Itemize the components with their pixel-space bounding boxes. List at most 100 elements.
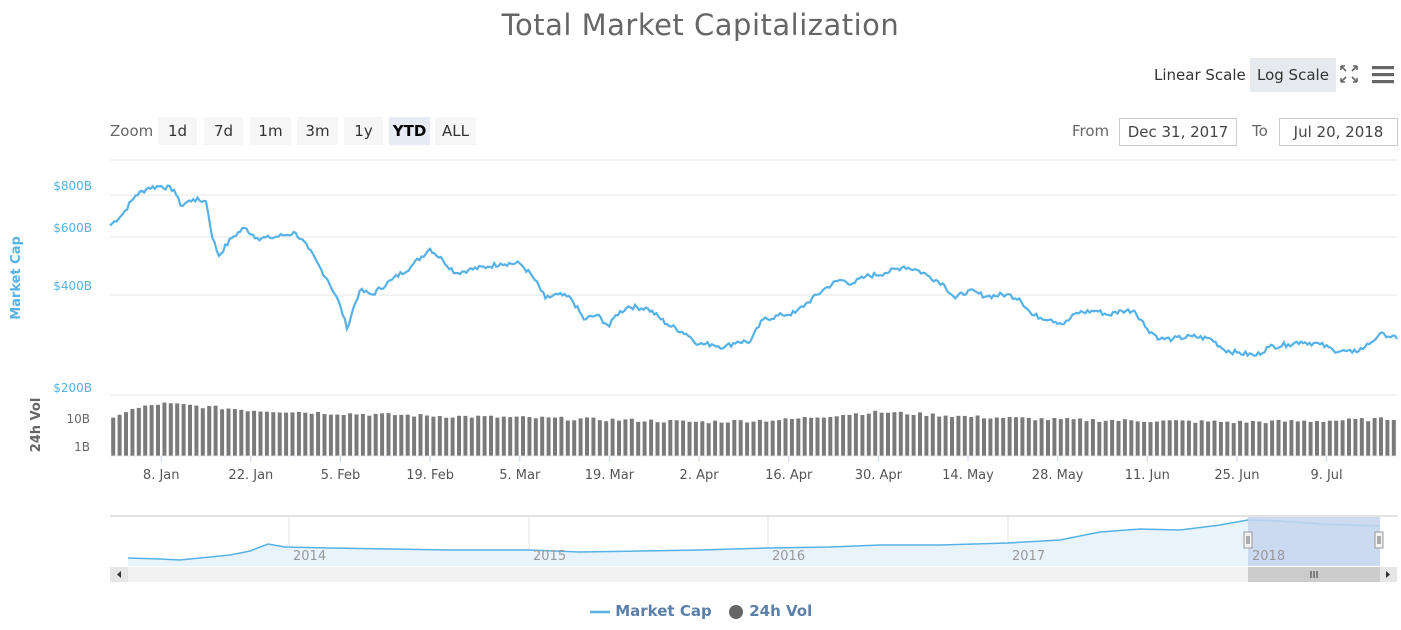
x-tick-label: 5. Mar	[499, 468, 541, 483]
volume-bar	[1346, 417, 1352, 457]
zoom-ytd-button[interactable]: YTD	[389, 117, 430, 145]
volume-bar	[1154, 420, 1160, 457]
volume-bar	[1231, 422, 1237, 457]
volume-bar	[264, 411, 270, 457]
navigator-handle[interactable]	[1374, 531, 1384, 549]
navigator-year-label: 2018	[1252, 549, 1285, 564]
volume-bar	[744, 421, 750, 457]
x-tick-label: 8. Jan	[143, 468, 180, 483]
volume-bar	[392, 414, 398, 457]
volume-bar	[110, 416, 116, 457]
volume-bar	[725, 421, 731, 457]
to-label: To	[1252, 122, 1268, 140]
volume-bar	[898, 411, 904, 457]
volume-bar	[411, 415, 417, 457]
log-scale-button[interactable]: Log Scale	[1250, 58, 1336, 92]
navigator-selection[interactable]	[1248, 517, 1380, 566]
volume-bar	[1160, 419, 1166, 457]
volume-bar	[770, 420, 776, 457]
fullscreen-icon[interactable]	[1338, 63, 1360, 85]
linear-scale-button[interactable]: Linear Scale	[1154, 66, 1246, 84]
volume-bar	[366, 415, 372, 457]
volume-bar	[187, 404, 193, 457]
volume-bar	[1359, 417, 1365, 457]
volume-bar	[1135, 420, 1141, 457]
legend-24h-vol[interactable]: 24h Vol	[728, 602, 812, 620]
volume-bar	[1295, 420, 1301, 457]
volume-bar	[1224, 420, 1230, 457]
volume-bar	[1333, 420, 1339, 457]
zoom-3m-button[interactable]: 3m	[297, 117, 338, 145]
volume-bar	[232, 408, 238, 457]
hamburger-menu-icon[interactable]	[1372, 65, 1394, 85]
volume-bar	[840, 414, 846, 457]
zoom-1y-button[interactable]: 1y	[344, 117, 383, 145]
chart-title: Total Market Capitalization	[501, 8, 900, 42]
volume-bar	[1071, 418, 1077, 457]
y-tick-label: $400B	[53, 279, 92, 293]
volume-bar	[161, 401, 168, 457]
legend-market-cap-label: Market Cap	[615, 602, 712, 620]
scrollbar-thumb[interactable]	[1248, 567, 1380, 582]
zoom-1d-button[interactable]: 1d	[158, 117, 197, 145]
from-label: From	[1072, 122, 1110, 140]
zoom-7d-button[interactable]: 7d	[204, 117, 243, 145]
scrollbar-right-button[interactable]	[1380, 567, 1397, 582]
volume-bar	[1340, 419, 1346, 457]
volume-bar	[1147, 421, 1154, 457]
to-date-input[interactable]: Jul 20, 2018	[1279, 118, 1398, 146]
volume-bar	[1039, 417, 1045, 457]
volume-bar	[1327, 420, 1333, 457]
volume-bar	[904, 413, 910, 457]
volume-bar	[622, 418, 628, 457]
x-tick-label: 28. May	[1032, 468, 1084, 483]
volume-bar	[686, 421, 693, 457]
volume-bar	[353, 413, 360, 457]
volume-bar	[584, 416, 590, 457]
volume-bar	[1128, 419, 1134, 457]
from-date-input[interactable]: Dec 31, 2017	[1119, 118, 1237, 146]
navigator-handle[interactable]	[1243, 531, 1253, 549]
volume-tick-label: 1B	[74, 440, 90, 454]
scrollbar-left-button[interactable]	[110, 567, 128, 582]
volume-bar	[693, 421, 699, 457]
volume-axis-label: 24h Vol	[29, 398, 44, 453]
volume-bar	[219, 408, 225, 457]
y-tick-label: $200B	[53, 381, 92, 395]
volume-bar	[821, 416, 827, 457]
volume-bar	[1352, 418, 1358, 457]
volume-bar	[923, 415, 929, 457]
volume-bar	[1109, 419, 1115, 457]
volume-bar	[1205, 420, 1211, 457]
volume-bar	[1096, 421, 1102, 457]
zoom-all-button[interactable]: ALL	[435, 117, 476, 145]
volume-bar	[802, 416, 808, 457]
navigator-line	[127, 519, 1381, 561]
volume-bar	[462, 415, 469, 457]
volume-bar	[757, 419, 763, 457]
x-tick-label: 2. Apr	[680, 468, 720, 483]
volume-bar	[1282, 420, 1288, 457]
x-tick-label: 25. Jun	[1214, 468, 1259, 483]
volume-bar	[859, 414, 865, 457]
volume-bar	[277, 411, 283, 457]
volume-bar	[1199, 419, 1205, 457]
volume-bar	[1077, 417, 1083, 457]
legend-market-cap[interactable]: Market Cap	[590, 602, 712, 620]
volume-bar	[1019, 416, 1025, 457]
scrollbar-track[interactable]	[110, 567, 1397, 582]
volume-bar	[590, 416, 596, 457]
volume-bar	[417, 413, 424, 457]
navigator-area	[128, 520, 1380, 566]
volume-bar	[661, 421, 667, 457]
volume-bar	[962, 415, 968, 457]
volume-bar	[1269, 419, 1275, 457]
volume-bar	[539, 416, 545, 457]
zoom-1m-button[interactable]: 1m	[250, 117, 291, 145]
volume-bar	[1365, 420, 1371, 457]
volume-bar	[763, 420, 769, 457]
volume-bar	[994, 416, 1000, 457]
volume-bar	[674, 419, 680, 457]
volume-bar	[955, 415, 961, 457]
